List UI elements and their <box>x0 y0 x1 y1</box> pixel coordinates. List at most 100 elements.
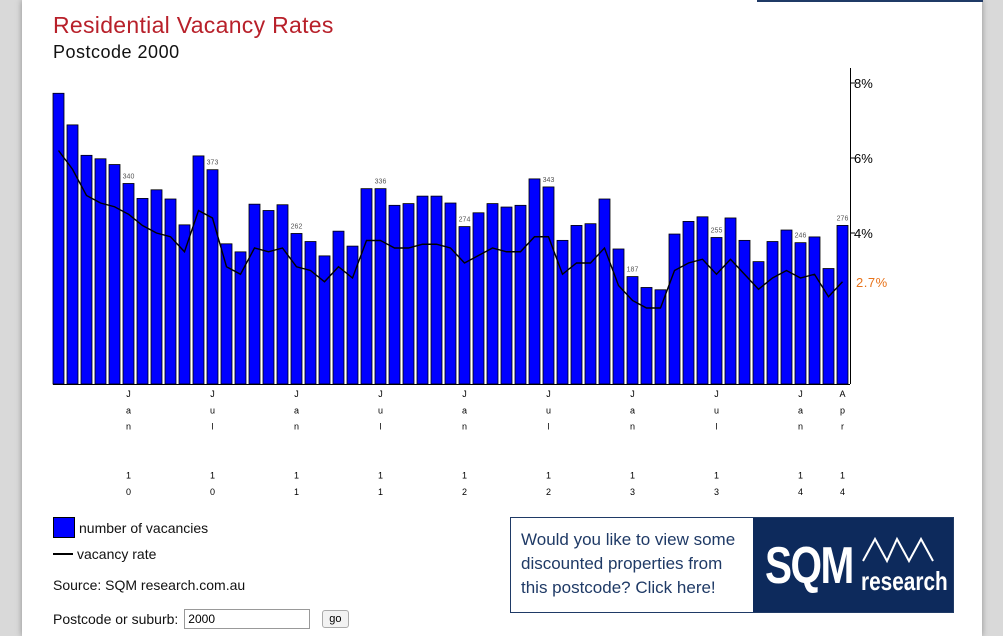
vacancy-bar <box>263 210 274 384</box>
x-tick-label-char: J <box>462 389 467 399</box>
x-tick-label-char: A <box>839 389 845 399</box>
vacancy-bar <box>809 237 820 384</box>
vacancy-bar <box>291 233 302 384</box>
x-tick-label-char: 1 <box>798 471 803 481</box>
x-tick-label-char: J <box>798 389 803 399</box>
vacancy-bar <box>641 287 652 384</box>
bar-data-label: 187 <box>627 267 639 274</box>
bar-data-label: 246 <box>795 233 807 240</box>
sqm-logo[interactable]: SQM research <box>753 518 953 612</box>
vacancy-bar <box>543 187 554 384</box>
x-tick-label-char: u <box>546 405 551 415</box>
vacancy-bar <box>837 225 848 384</box>
vacancy-bar <box>725 218 736 384</box>
x-tick-label-char: n <box>630 422 635 432</box>
x-tick-label-char: 1 <box>378 487 383 497</box>
x-tick-label-char: 3 <box>630 487 635 497</box>
vacancy-bar <box>403 204 414 384</box>
x-tick-label-char: u <box>210 405 215 415</box>
discount-properties-ad[interactable]: Would you like to view some discounted p… <box>510 517 954 613</box>
vacancy-bar <box>753 262 764 384</box>
vacancy-bar <box>319 256 330 384</box>
y-tick-label: 6% <box>854 151 873 166</box>
logo-research-text: research <box>861 566 948 597</box>
x-tick-label-char: 1 <box>714 471 719 481</box>
vacancy-bar <box>795 243 806 384</box>
x-tick-label-char: l <box>548 422 550 432</box>
vacancy-bar <box>557 240 568 384</box>
x-tick-label-char: a <box>462 405 467 415</box>
x-tick-label-char: J <box>294 389 299 399</box>
x-tick-label-char: J <box>210 389 215 399</box>
x-tick-label-char: J <box>630 389 635 399</box>
vacancy-bar <box>417 196 428 384</box>
x-tick-label-char: 0 <box>210 487 215 497</box>
vacancy-bar <box>683 221 694 384</box>
x-tick-label-char: n <box>126 422 131 432</box>
vacancy-bar <box>277 205 288 384</box>
x-tick-label-char: 1 <box>462 471 467 481</box>
legend-label-rate: vacancy rate <box>77 546 156 562</box>
x-tick-label-char: l <box>380 422 382 432</box>
search-label: Postcode or suburb: <box>53 611 178 627</box>
vacancy-bar <box>571 225 582 384</box>
vacancy-bar <box>669 234 680 384</box>
vacancy-bar <box>529 179 540 384</box>
logo-sqm-text: SQM <box>765 536 853 596</box>
roof-peaks-icon <box>861 535 961 565</box>
vacancy-bar <box>823 269 834 384</box>
vacancy-bar <box>361 189 372 384</box>
x-tick-label-char: a <box>798 405 803 415</box>
x-tick-label-char: 1 <box>630 471 635 481</box>
x-tick-label-char: 1 <box>294 471 299 481</box>
x-tick-label-char: p <box>840 405 845 415</box>
vacancy-bar <box>249 204 260 384</box>
x-tick-label-char: 4 <box>840 487 845 497</box>
source-note: Source: SQM research.com.au <box>53 577 245 593</box>
x-tick-label-char: a <box>630 405 635 415</box>
x-tick-label-char: 0 <box>126 487 131 497</box>
vacancy-bar <box>165 199 176 384</box>
vacancy-bar <box>781 230 792 384</box>
x-tick-label-char: 1 <box>546 471 551 481</box>
vacancy-bar <box>473 213 484 384</box>
vacancy-bar <box>53 93 64 384</box>
x-tick-label-char: a <box>126 405 131 415</box>
x-tick-label-char: J <box>714 389 719 399</box>
ad-text[interactable]: Would you like to view some discounted p… <box>511 518 753 612</box>
vacancy-bar <box>599 199 610 384</box>
vacancy-bar <box>739 240 750 384</box>
x-tick-label-char: l <box>716 422 718 432</box>
bar-data-label: 340 <box>123 173 135 180</box>
x-tick-label-char: J <box>546 389 551 399</box>
vacancy-bar <box>193 156 204 384</box>
postcode-input[interactable] <box>184 609 310 629</box>
x-tick-label-char: 1 <box>210 471 215 481</box>
vacancy-bar <box>697 217 708 384</box>
go-button[interactable]: go <box>322 610 348 628</box>
x-tick-label-char: 1 <box>840 471 845 481</box>
vacancy-bar <box>207 170 218 384</box>
x-tick-label-char: n <box>798 422 803 432</box>
bar-data-label: 276 <box>837 215 849 222</box>
bar-data-label: 343 <box>543 177 555 184</box>
vacancy-chart: 8%6%4%2.7%340373262336274343187255246276… <box>0 0 1003 500</box>
legend-swatch-bar <box>53 517 75 538</box>
y-tick-label: 8% <box>854 76 873 91</box>
x-tick-label-char: J <box>126 389 131 399</box>
bar-data-label: 274 <box>459 217 471 224</box>
bar-data-label: 336 <box>375 179 387 186</box>
vacancy-bar <box>767 242 778 384</box>
vacancy-bar <box>501 207 512 384</box>
x-tick-label-char: 1 <box>294 487 299 497</box>
vacancy-bar <box>109 165 120 384</box>
x-tick-label-char: n <box>462 422 467 432</box>
x-tick-label-char: 1 <box>126 471 131 481</box>
vacancy-bar <box>613 249 624 384</box>
vacancy-bar <box>711 237 722 384</box>
x-tick-label-char: 3 <box>714 487 719 497</box>
vacancy-bar <box>305 242 316 384</box>
vacancy-bar <box>431 196 442 384</box>
bar-data-label: 255 <box>711 227 723 234</box>
x-tick-label-char: a <box>294 405 299 415</box>
